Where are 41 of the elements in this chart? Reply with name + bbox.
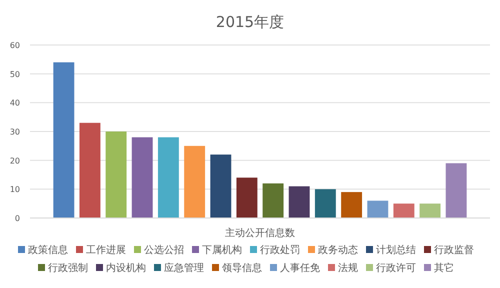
legend-label: 人事任免 [280, 262, 320, 274]
legend-label: 其它 [434, 262, 454, 274]
bar [288, 186, 310, 218]
legend-label: 内设机构 [106, 262, 146, 274]
bar [393, 204, 414, 218]
legend-label: 行政强制 [48, 262, 88, 274]
y-tick-label: 50 [10, 70, 20, 79]
bar [420, 204, 441, 218]
legend-label: 应急管理 [164, 262, 204, 274]
legend-label: 公选公招 [144, 244, 184, 256]
y-tick-label: 40 [10, 98, 20, 108]
legend-label: 行政处罚 [260, 244, 300, 256]
legend-label: 行政许可 [376, 262, 416, 274]
bar [53, 62, 74, 218]
bar [236, 178, 258, 218]
bar [446, 163, 467, 218]
bar [158, 137, 179, 218]
legend-label: 领导信息 [222, 262, 262, 274]
legend-label: 下属机构 [202, 244, 242, 256]
bar [367, 200, 388, 218]
bar [106, 132, 127, 218]
x-tick-label: 主动公开信息数 [225, 227, 295, 239]
bar [132, 137, 153, 218]
legend-label: 计划总结 [376, 244, 416, 256]
legend-label: 工作进展 [86, 244, 126, 256]
y-tick-label: 30 [10, 128, 20, 136]
bar [210, 154, 232, 218]
chart-title: 2015年度 [216, 13, 284, 31]
legend-label: 行政监督 [434, 244, 474, 256]
bar [79, 122, 100, 218]
y-tick-label: 10 [10, 185, 20, 194]
legend-label: 法规 [338, 262, 358, 274]
bar [184, 146, 206, 218]
bar [341, 192, 362, 218]
legend-label: 政务动态 [318, 244, 358, 256]
y-tick-label: 60 [10, 41, 20, 50]
y-tick-label: 0 [14, 214, 20, 223]
bar [314, 189, 336, 218]
y-tick-label: 20 [10, 156, 20, 166]
bar [262, 183, 284, 218]
legend-label: 政策信息 [28, 244, 68, 256]
